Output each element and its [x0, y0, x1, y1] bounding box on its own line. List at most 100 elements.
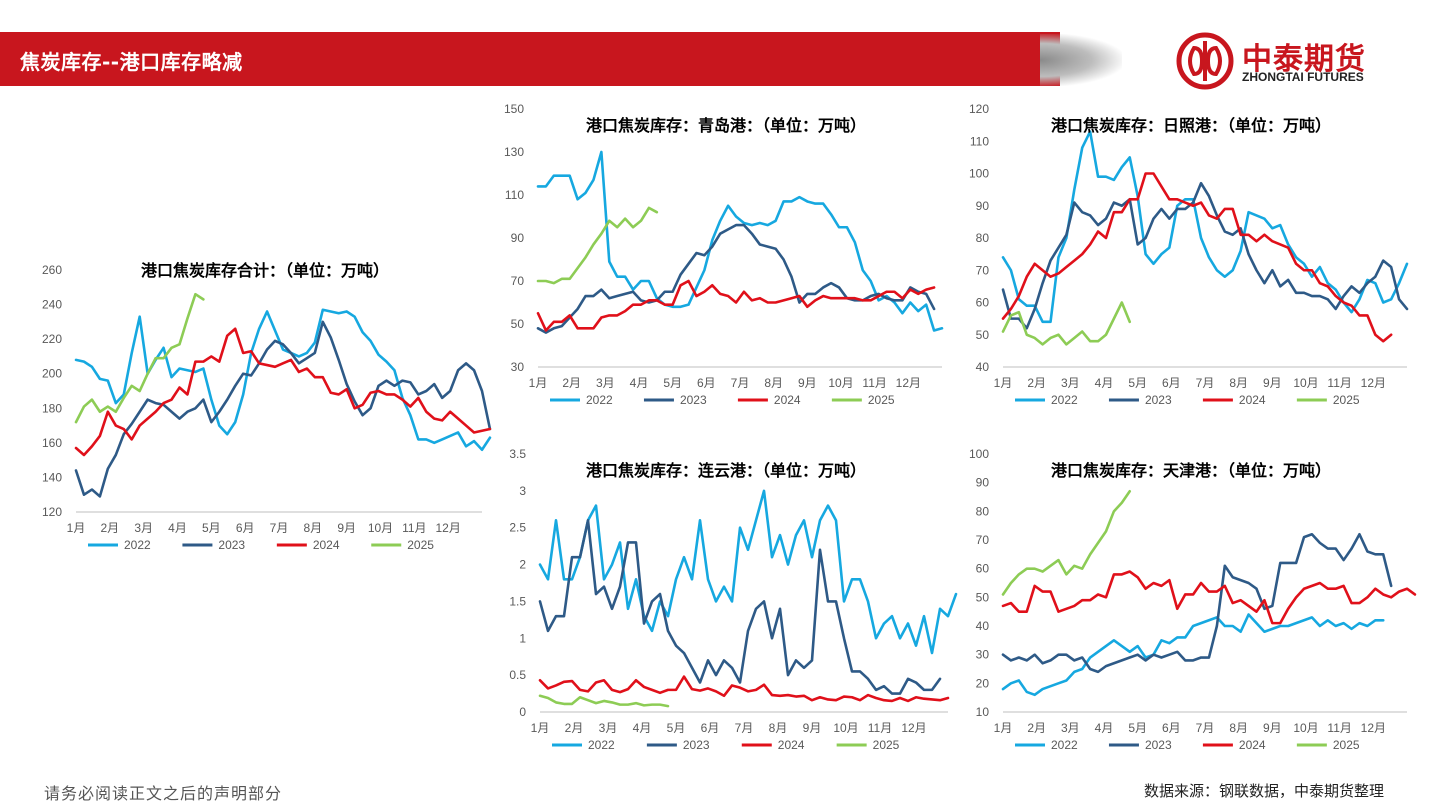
- x-tick-label: 9月: [1263, 721, 1282, 735]
- legend-label-2023: 2023: [680, 393, 707, 407]
- y-tick-label: 20: [976, 676, 990, 690]
- chart-title: 港口焦炭库存：日照港：（单位：万吨）: [1051, 116, 1331, 135]
- legend-label-2023: 2023: [683, 738, 710, 752]
- x-tick-label: 7月: [1196, 376, 1215, 390]
- x-tick-label: 5月: [1128, 721, 1147, 735]
- series-line-2022: [538, 489, 958, 655]
- series-line-2024: [74, 327, 492, 457]
- x-tick-label: 7月: [270, 521, 289, 535]
- x-tick-label: 9月: [1263, 376, 1282, 390]
- x-tick-label: 12月: [896, 376, 921, 390]
- x-tick-label: 1月: [994, 721, 1013, 735]
- series-line-2025: [536, 206, 659, 285]
- series-line-2024: [538, 675, 950, 703]
- data-source-text: 数据来源：钢联数据，中泰期货整理: [1143, 782, 1384, 800]
- y-tick-label: 80: [976, 504, 990, 518]
- legend-label-2022: 2022: [1051, 738, 1078, 752]
- y-tick-label: 2.5: [509, 521, 526, 535]
- y-tick-label: 10: [976, 705, 990, 719]
- chart-title: 港口焦炭库存：天津港：（单位：万吨）: [1051, 461, 1331, 480]
- page-title: 焦炭库存--港口库存略减: [20, 50, 243, 74]
- x-tick-label: 3月: [596, 376, 615, 390]
- y-tick-label: 0: [519, 705, 526, 719]
- y-tick-label: 110: [505, 188, 524, 202]
- chart-tianjin: 10 20 30 40 50 60 70 80 90 100 1月 2月 3月 4月 5月 6月 7月 8月 9月 1…: [969, 447, 1417, 752]
- series-line-2025: [1001, 489, 1132, 596]
- y-tick-label: 50: [976, 590, 990, 604]
- x-tick-label: 3月: [1061, 721, 1080, 735]
- y-tick-label: 110: [970, 134, 989, 148]
- x-tick-label: 3月: [1061, 376, 1080, 390]
- series-line-2025: [1001, 301, 1132, 346]
- y-tick-label: 50: [976, 328, 990, 342]
- logo-name-cn: 中泰期货: [1242, 42, 1366, 77]
- legend-label-2025: 2025: [1333, 393, 1360, 407]
- series-line-2022: [536, 150, 944, 332]
- x-tick-label: 11月: [868, 721, 892, 735]
- x-tick-label: 5月: [667, 721, 686, 735]
- y-tick-label: 2: [519, 558, 526, 572]
- x-tick-label: 8月: [1229, 721, 1248, 735]
- x-tick-label: 10月: [1293, 376, 1318, 390]
- y-tick-label: 220: [42, 332, 62, 346]
- series-line-2023: [536, 223, 936, 334]
- x-tick-label: 6月: [701, 721, 720, 735]
- series-line-2023: [1001, 532, 1393, 674]
- y-tick-label: 80: [976, 231, 990, 245]
- x-tick-label: 12月: [435, 521, 460, 535]
- x-tick-label: 4月: [168, 521, 187, 535]
- x-tick-label: 5月: [202, 521, 221, 535]
- series-line-2024: [536, 279, 936, 332]
- y-tick-label: 40: [976, 360, 990, 374]
- x-tick-label: 8月: [1229, 376, 1248, 390]
- legend-label-2025: 2025: [873, 738, 900, 752]
- y-tick-label: 1.5: [509, 594, 526, 608]
- y-tick-label: 70: [976, 533, 990, 547]
- y-tick-label: 60: [976, 296, 990, 310]
- header-shadow: [1040, 34, 1122, 86]
- chart-title: 港口焦炭库存：青岛港：（单位：万吨）: [586, 116, 866, 135]
- series-line-2025: [74, 292, 205, 424]
- x-tick-label: 9月: [803, 721, 822, 735]
- y-tick-label: 100: [969, 167, 989, 181]
- y-tick-label: 180: [42, 401, 62, 415]
- y-tick-label: 200: [42, 367, 62, 381]
- y-tick-label: 30: [511, 360, 525, 374]
- x-tick-label: 4月: [1095, 376, 1114, 390]
- y-tick-label: 3: [519, 484, 526, 498]
- x-tick-label: 2月: [1027, 721, 1046, 735]
- series-line-2025: [538, 694, 670, 708]
- y-tick-label: 3.5: [509, 447, 526, 461]
- legend-label-2022: 2022: [588, 738, 615, 752]
- x-tick-label: 10月: [828, 376, 853, 390]
- legend-label-2024: 2024: [1239, 393, 1266, 407]
- x-tick-label: 1月: [67, 521, 86, 535]
- x-tick-label: 6月: [1162, 376, 1181, 390]
- x-tick-label: 11月: [402, 521, 426, 535]
- chart-rizhao: 40 50 60 70 80 90 100 110 120 1月 2月 3月 4月 5月 6月 7月 8月 9月 1…: [969, 102, 1409, 407]
- y-tick-label: 240: [42, 298, 62, 312]
- x-tick-label: 1月: [531, 721, 550, 735]
- x-tick-label: 3月: [134, 521, 153, 535]
- y-tick-label: 160: [42, 436, 62, 450]
- y-tick-label: 30: [976, 648, 990, 662]
- series-line-2023: [74, 320, 492, 498]
- y-tick-label: 140: [42, 470, 62, 484]
- series-line-2024: [1001, 570, 1417, 625]
- y-tick-label: 1: [519, 631, 526, 645]
- y-tick-label: 130: [504, 145, 524, 159]
- series-line-2022: [74, 308, 492, 452]
- y-tick-label: 120: [969, 102, 989, 116]
- legend-label-2025: 2025: [868, 393, 895, 407]
- x-tick-label: 11月: [862, 376, 886, 390]
- y-tick-label: 70: [511, 274, 525, 288]
- chart-title: 港口焦炭库存合计：（单位：万吨）: [141, 261, 389, 280]
- disclaimer-text: 请务必阅读正文之后的声明部分: [44, 784, 283, 803]
- legend-label-2024: 2024: [778, 738, 805, 752]
- x-tick-label: 3月: [599, 721, 618, 735]
- chart-title: 港口焦炭库存：连云港：（单位：万吨）: [586, 461, 866, 480]
- legend-label-2023: 2023: [1145, 393, 1172, 407]
- x-tick-label: 6月: [236, 521, 255, 535]
- x-tick-label: 12月: [901, 721, 926, 735]
- y-tick-label: 260: [42, 263, 62, 277]
